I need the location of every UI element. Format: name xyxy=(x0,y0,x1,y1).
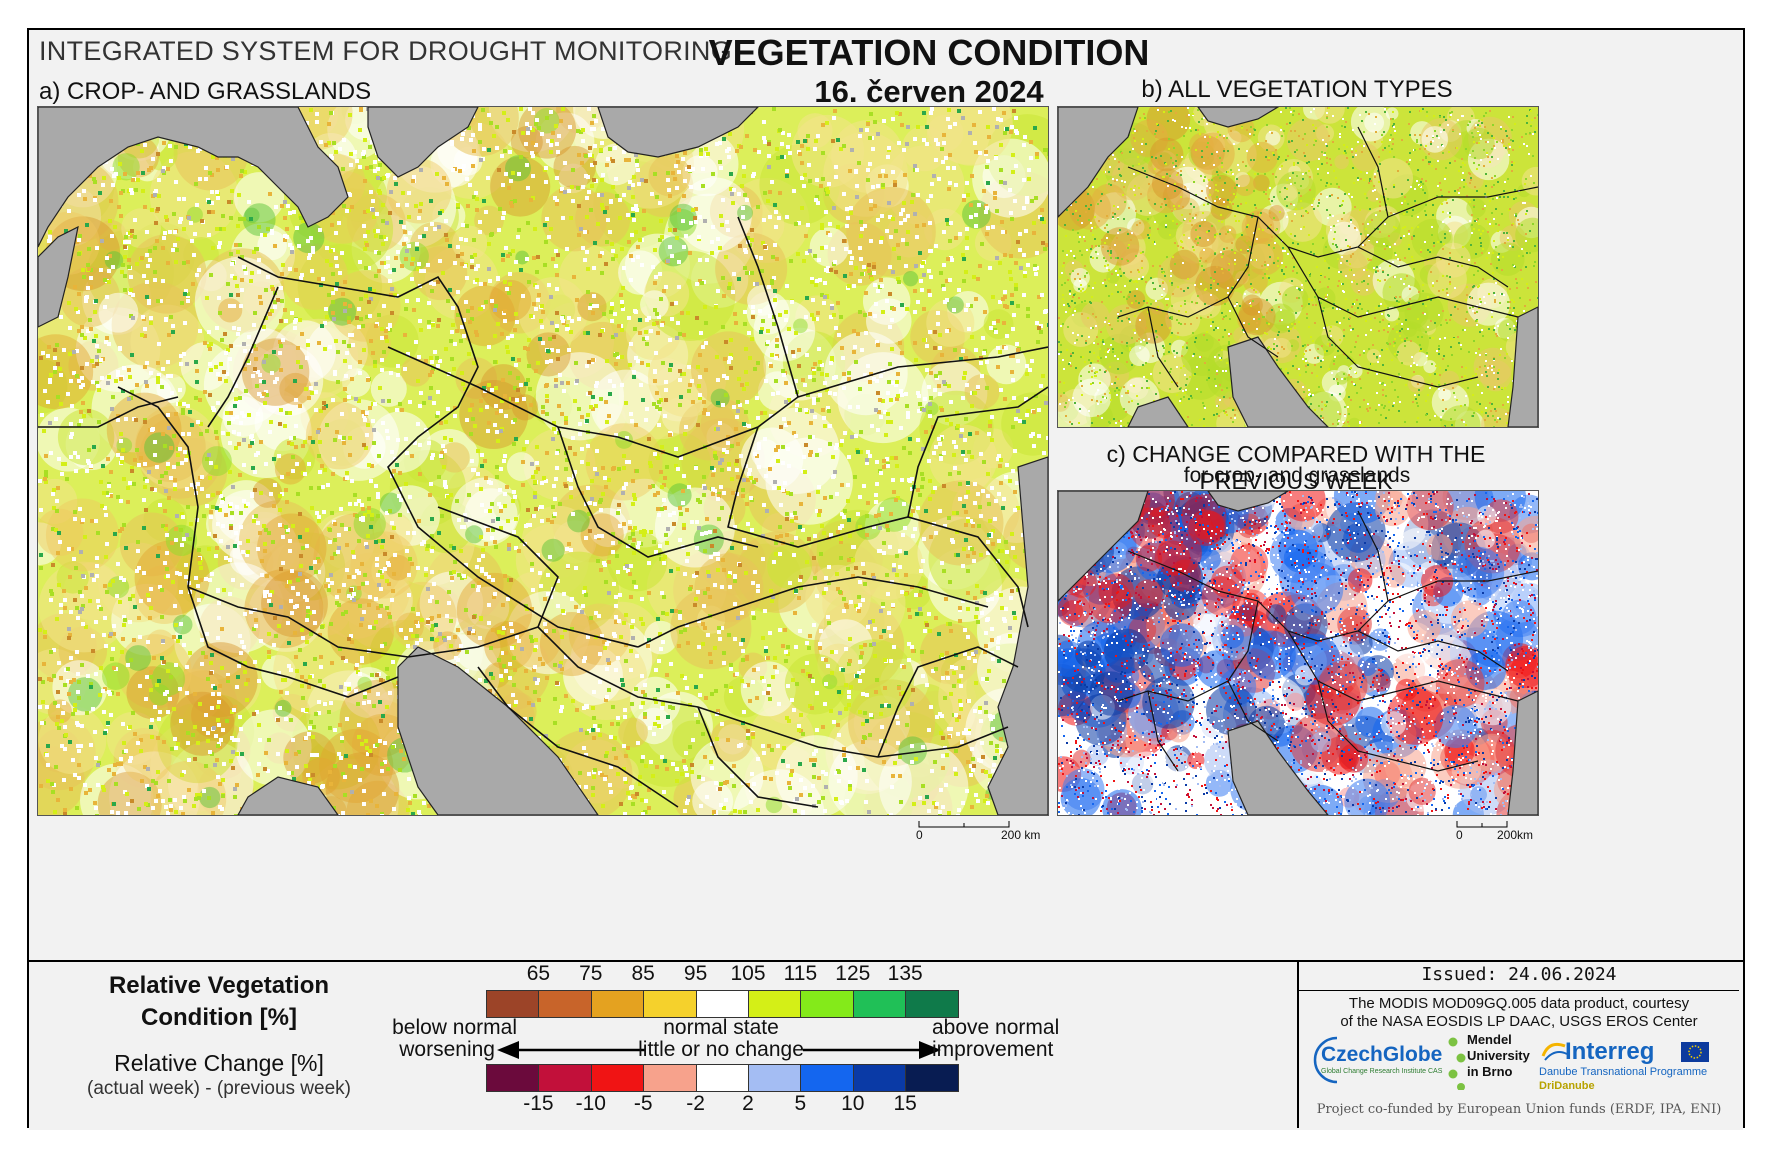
rc-swatch xyxy=(695,1064,749,1092)
normal-state-label: normal state xyxy=(663,1016,779,1039)
rvc-swatch xyxy=(852,990,907,1018)
rvc-swatch xyxy=(748,990,802,1018)
credit-line-2: of the NASA EOSDIS LP DAAC, USGS EROS Ce… xyxy=(1340,1013,1698,1030)
scale-bar-c xyxy=(1453,818,1513,832)
main-title: VEGETATION CONDITION xyxy=(708,32,1150,73)
interreg-sub: Danube Transnational Programme xyxy=(1539,1066,1708,1078)
czechglobe-logo xyxy=(1307,1032,1447,1089)
rc-tick: 15 xyxy=(893,1092,917,1115)
rvc-title-2: Condition [%] xyxy=(141,1004,297,1031)
rvc-tick: 75 xyxy=(579,962,603,985)
rvc-swatch xyxy=(800,990,854,1018)
mendel-line-3: in Brno xyxy=(1467,1064,1513,1079)
rvc-swatch xyxy=(905,990,959,1018)
rc-tick: 5 xyxy=(794,1092,807,1115)
czechglobe-name: CzechGlobe xyxy=(1321,1043,1443,1066)
panel-c-sublabel: for crop- and grasslands xyxy=(1183,464,1411,487)
left-arrow-icon xyxy=(497,1038,647,1067)
rvc-tick: 105 xyxy=(730,962,766,985)
legend-area: Relative Vegetation Condition [%] Relati… xyxy=(29,960,1743,1130)
rc-swatch xyxy=(905,1064,959,1092)
rc-swatch xyxy=(538,1064,592,1092)
scale-bar-a xyxy=(915,818,1015,832)
panel-b-label: b) ALL VEGETATION TYPES xyxy=(1141,76,1453,103)
scale-a-end: 200 km xyxy=(1001,828,1041,842)
funding-note: Project co-funded by European Union fund… xyxy=(1316,1102,1722,1117)
eu-flag-icon xyxy=(1681,1042,1709,1067)
rc-subtitle: (actual week) - (previous week) xyxy=(87,1078,351,1099)
rvc-tick: 85 xyxy=(631,962,655,985)
rc-swatch xyxy=(800,1064,854,1092)
issued-date: Issued: 24.06.2024 xyxy=(1421,964,1617,985)
map-weekly-change xyxy=(1057,490,1539,816)
rc-swatch xyxy=(643,1064,697,1092)
dridanube-name: DriDanube xyxy=(1539,1080,1595,1092)
figure-frame: INTEGRATED SYSTEM FOR DROUGHT MONITORING… xyxy=(27,28,1745,1130)
scale-c-end: 200km xyxy=(1497,828,1534,842)
rvc-tick: 65 xyxy=(526,962,551,985)
rvc-swatch xyxy=(590,990,645,1018)
map-date: 16. červen 2024 xyxy=(814,74,1044,109)
info-divider xyxy=(1299,990,1739,991)
rc-tick: -15 xyxy=(523,1092,554,1115)
rvc-tick: 115 xyxy=(783,962,818,985)
mendel-line-1: Mendel xyxy=(1467,1032,1512,1047)
mendel-line-2: University xyxy=(1467,1048,1530,1063)
rc-tick: -2 xyxy=(686,1092,705,1115)
rc-tick: -10 xyxy=(575,1092,606,1115)
above-normal-label: above normal xyxy=(932,1016,1060,1039)
rvc-tick: 135 xyxy=(887,962,923,985)
interreg-name: Interreg xyxy=(1565,1038,1655,1065)
panel-c-label: c) CHANGE COMPARED WITH THE PREVIOUS WEE… xyxy=(1106,441,1486,494)
rc-swatch xyxy=(486,1064,540,1092)
rvc-swatch xyxy=(695,990,749,1018)
rc-swatch xyxy=(852,1064,907,1092)
rc-tick: -5 xyxy=(633,1092,653,1115)
scale-a-zero: 0 xyxy=(916,828,923,842)
rc-swatch xyxy=(590,1064,645,1092)
worsening-label: worsening xyxy=(399,1038,495,1061)
czechglobe-sub: Global Change Research Institute CAS xyxy=(1321,1068,1443,1075)
right-arrow-icon xyxy=(801,1038,941,1067)
improvement-label: improvement xyxy=(932,1038,1054,1061)
map-crop-grasslands xyxy=(37,106,1049,816)
rc-title: Relative Change [%] xyxy=(114,1050,324,1076)
panel-a-label: a) CROP- AND GRASSLANDS xyxy=(39,78,372,105)
system-title: INTEGRATED SYSTEM FOR DROUGHT MONITORING xyxy=(39,36,733,66)
rvc-title-1: Relative Vegetation xyxy=(108,972,330,999)
map-all-vegetation xyxy=(1057,106,1539,428)
rvc-swatch xyxy=(486,990,540,1018)
rvc-swatch xyxy=(538,990,592,1018)
scale-c-zero: 0 xyxy=(1456,828,1463,842)
rvc-swatch xyxy=(643,990,697,1018)
credit-line-1: The MODIS MOD09GQ.005 data product, cour… xyxy=(1348,995,1690,1012)
rc-swatch xyxy=(748,1064,802,1092)
interreg-swirl-icon xyxy=(1539,1038,1569,1069)
little-change-label: little or no change xyxy=(638,1038,804,1061)
below-normal-label: below normal xyxy=(392,1016,517,1039)
mendel-dots-icon xyxy=(1447,1034,1467,1095)
rvc-tick: 95 xyxy=(683,962,708,985)
rvc-tick: 125 xyxy=(835,962,871,985)
info-box: Issued: 24.06.2024 The MODIS MOD09GQ.005… xyxy=(1297,960,1745,1128)
rc-tick: 10 xyxy=(841,1092,865,1115)
rc-tick: 2 xyxy=(742,1092,754,1115)
